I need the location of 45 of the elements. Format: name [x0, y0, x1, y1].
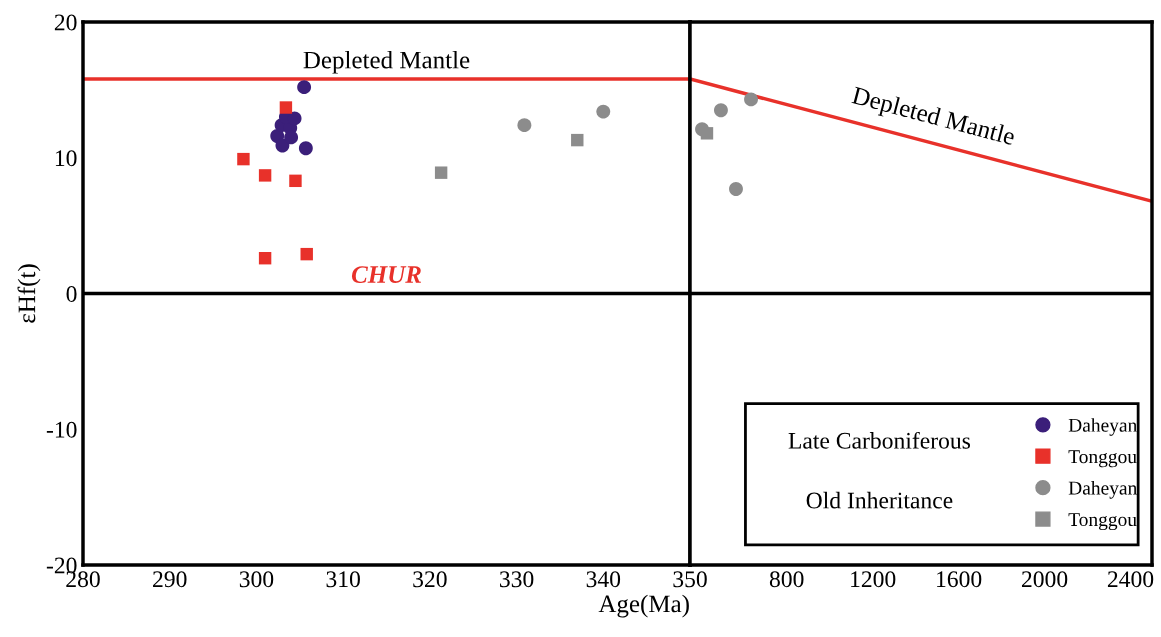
x-tick-label: 1200 [851, 571, 896, 588]
point [434, 166, 448, 179]
annotation: Late Carboniferous [788, 431, 971, 449]
point [237, 152, 250, 166]
point [258, 169, 272, 182]
x-tick-label: 340 [586, 571, 621, 588]
annotation: Old Inheritance [806, 491, 953, 509]
x-tick-label: 320 [413, 571, 447, 588]
point [275, 138, 290, 153]
x-tick-label: 2400 [1107, 571, 1154, 588]
legend-label: Daheyan [1068, 480, 1137, 499]
point [729, 182, 743, 196]
x-tick-label: 2000 [1021, 571, 1068, 588]
legend-label: Tonggou [1068, 513, 1137, 531]
x-tick-label: 330 [499, 571, 534, 588]
x-tick-label: 300 [239, 571, 274, 588]
legend-label: Daheyan [1068, 418, 1137, 436]
x-tick-label: 350 [673, 571, 707, 588]
y-tick-label: 10 [55, 150, 77, 167]
x-tick-label: 310 [326, 571, 360, 588]
point [297, 80, 312, 95]
point [258, 251, 272, 265]
point [284, 130, 299, 145]
x-tick-label: 290 [153, 571, 187, 588]
point [596, 104, 611, 119]
point [300, 247, 313, 261]
point [517, 118, 532, 133]
point [714, 103, 728, 118]
y-tick-label: 20 [54, 14, 77, 31]
x-axis-title: Age(Ma) [598, 594, 689, 618]
point [298, 141, 313, 156]
x-tick-label: 800 [769, 571, 804, 588]
point [700, 127, 714, 140]
point [744, 92, 758, 107]
point [571, 133, 584, 147]
y-axis-title: εHf(t) [17, 264, 41, 323]
x-tick-label: 1600 [937, 571, 982, 588]
ref-line-label: CHUR [351, 266, 421, 283]
legend-label: Tonggou [1068, 450, 1137, 468]
point [279, 101, 293, 114]
y-tick-label: -10 [46, 421, 77, 438]
y-tick-label: 0 [66, 285, 77, 302]
point [289, 174, 302, 188]
ref-line-label: Depleted Mantle [303, 50, 470, 74]
text: Depleted Mantle [850, 85, 1017, 151]
